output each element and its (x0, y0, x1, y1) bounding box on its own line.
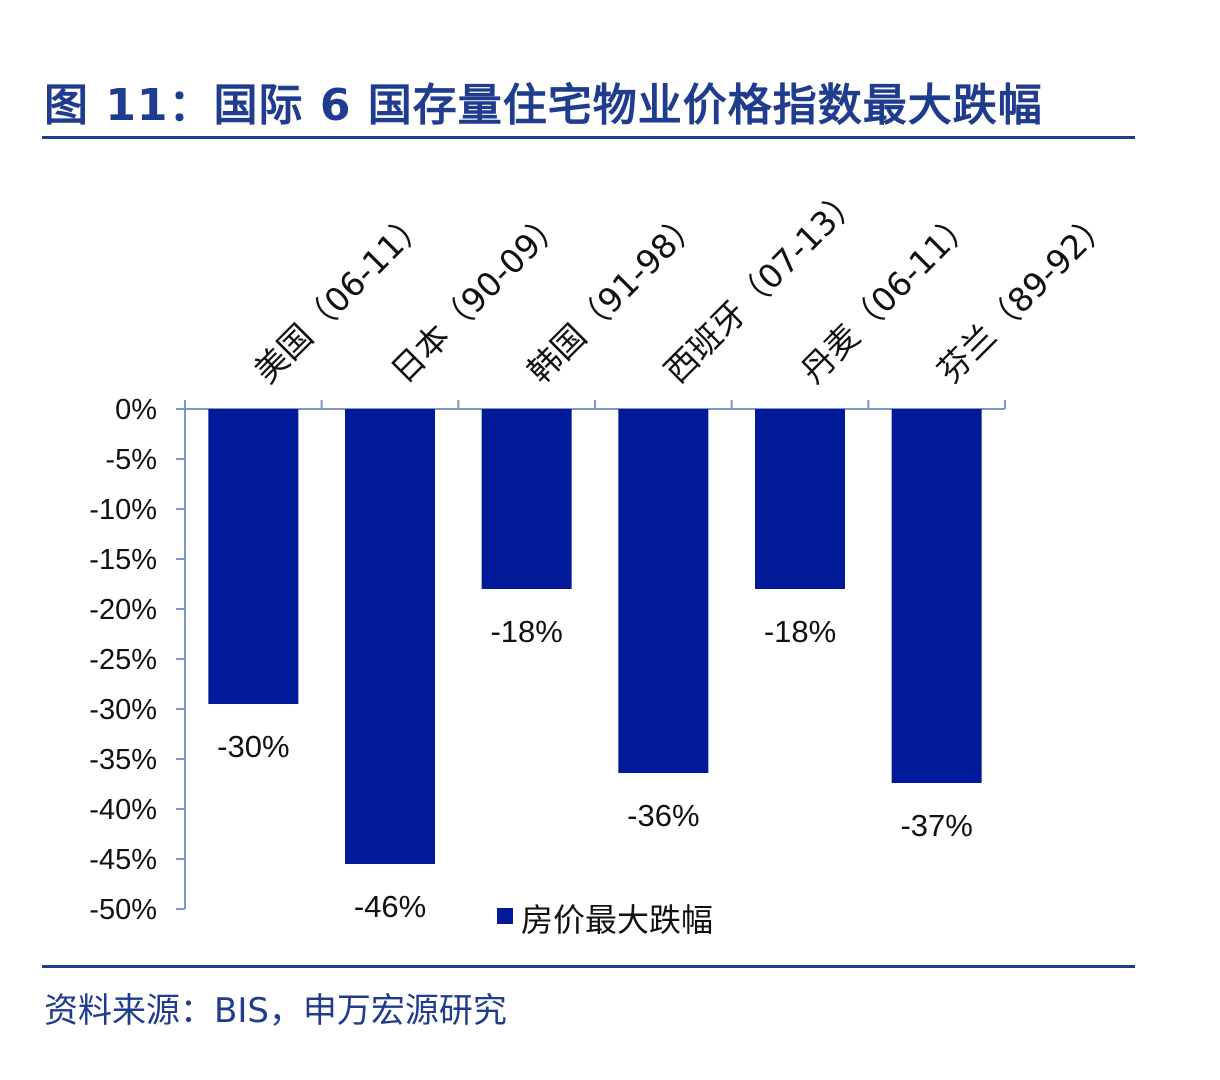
bar (208, 409, 299, 704)
bar (755, 409, 845, 589)
legend-swatch (497, 908, 513, 924)
y-tick-label: -15% (89, 544, 157, 576)
data-label: -30% (217, 729, 289, 764)
bar-layer (208, 409, 982, 864)
y-tick-label: -5% (105, 444, 157, 476)
data-label: -37% (900, 808, 972, 843)
bar (345, 409, 435, 864)
y-tick-label: 0% (115, 394, 157, 426)
y-tick-label: -40% (89, 794, 157, 826)
y-tick-label: -50% (89, 894, 157, 926)
bar (891, 409, 982, 783)
data-label: -18% (490, 614, 562, 649)
bar (618, 409, 709, 773)
data-label: -46% (354, 889, 426, 924)
y-tick-label: -30% (89, 694, 157, 726)
legend-label: 房价最大跌幅 (521, 901, 713, 939)
y-tick-label: -25% (89, 644, 157, 676)
chart-title: 图 11：国际 6 国存量住宅物业价格指数最大跌幅 (44, 80, 1043, 131)
y-tick-label: -45% (89, 844, 157, 876)
bar (481, 409, 572, 589)
y-tick-label: -20% (89, 594, 157, 626)
y-tick-label: -35% (89, 744, 157, 776)
data-label: -36% (627, 798, 699, 833)
title-rule (42, 136, 1135, 139)
axis-layer: 0% -5% -10% -15% -20% -25% -30% -35% -40% -45% -50… (89, 394, 1006, 926)
legend: 房价最大跌幅 (497, 901, 713, 939)
footer-rule (42, 965, 1135, 968)
data-label: -18% (764, 614, 836, 649)
y-tick-label: -10% (89, 494, 157, 526)
source-note: 资料来源：BIS，申万宏源研究 (44, 991, 507, 1031)
